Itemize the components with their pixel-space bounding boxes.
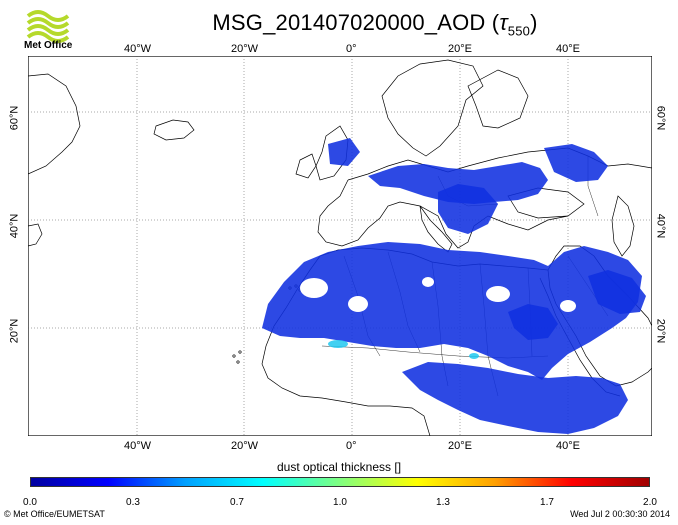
lon-label-bottom-0: 0° [346, 440, 357, 452]
colorbar-tick-6: 2.0 [643, 497, 657, 508]
lon-label-top-20w: 20°W [231, 43, 259, 55]
lon-label-bottom-40w: 40°W [124, 440, 152, 452]
lon-label-top-20e: 20°E [448, 43, 472, 55]
colorbar-tick-4: 1.3 [436, 497, 450, 508]
lat-label-right-60n: 60°N [654, 105, 667, 131]
lon-label-top-40e: 40°E [556, 43, 580, 55]
footer-credit: © Met Office/EUMETSAT [4, 509, 105, 519]
colorbar-label: dust optical thickness [] [276, 460, 402, 474]
colorbar-tick-5: 1.7 [540, 497, 554, 508]
lon-label-top-0: 0° [346, 43, 357, 55]
lat-label-right-40n: 40°N [654, 213, 667, 239]
lat-label-right-20n: 20°N [654, 318, 667, 344]
colorbar-tick-3: 1.0 [333, 497, 347, 508]
colorbar-tick-1: 0.3 [126, 497, 140, 508]
aod-field [262, 138, 646, 434]
met-office-logo-icon [24, 6, 84, 52]
aod-map [28, 56, 652, 436]
colorbar [30, 477, 650, 487]
aod-high-patches [328, 340, 479, 359]
lat-label-left-40n: 40°N [8, 213, 21, 239]
colorbar-tick-2: 0.7 [230, 497, 244, 508]
colorbar-tick-0: 0.0 [23, 497, 37, 508]
lon-label-top-40w: 40°W [124, 43, 152, 55]
lon-label-bottom-20w: 20°W [231, 440, 259, 452]
lon-label-bottom-40e: 40°E [556, 440, 580, 452]
footer-timestamp: Wed Jul 2 00:30:30 2014 [570, 509, 670, 519]
aod-gaps [300, 277, 576, 312]
lat-label-left-60n: 60°N [8, 105, 21, 131]
lat-label-left-20n: 20°N [8, 318, 21, 344]
lon-label-bottom-20e: 20°E [448, 440, 472, 452]
met-office-logo-text: Met Office [24, 40, 73, 51]
map-title: MSG_201407020000_AOD (τ550) [212, 10, 538, 39]
